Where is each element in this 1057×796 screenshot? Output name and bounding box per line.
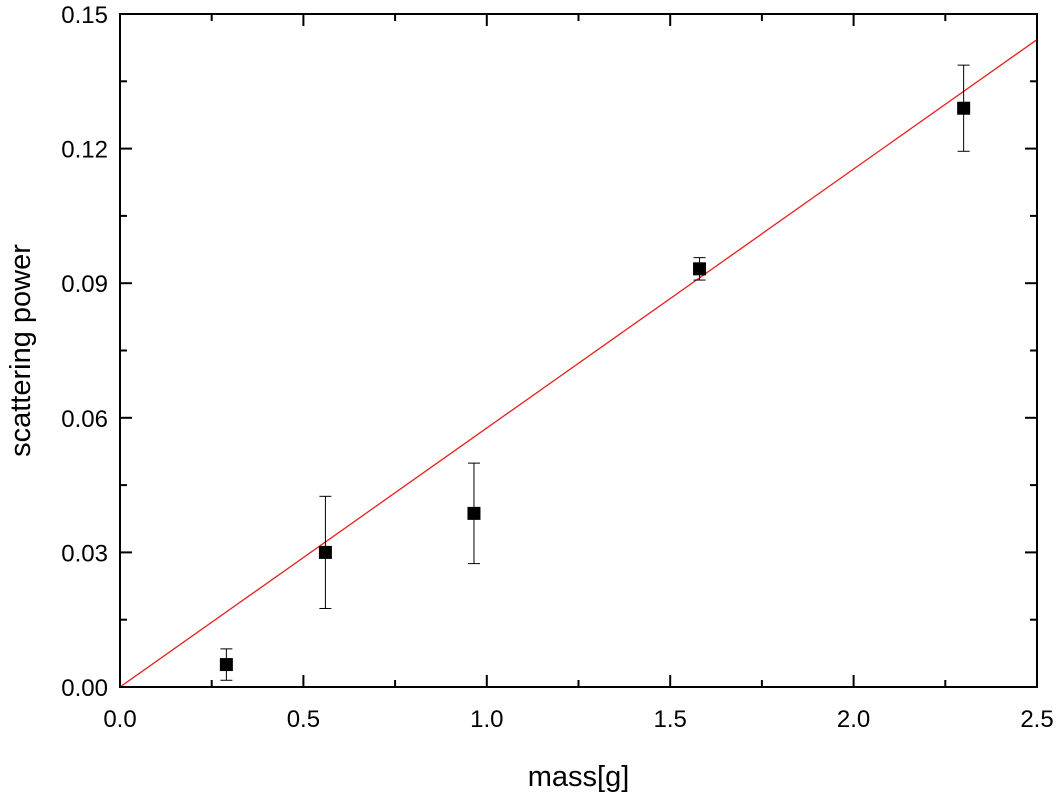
y-tick-label: 0.15 xyxy=(61,2,108,29)
y-tick-label: 0.03 xyxy=(61,540,108,567)
x-tick-label: 1.5 xyxy=(654,706,687,733)
fit-line xyxy=(119,39,1038,688)
data-layer xyxy=(219,64,971,681)
data-point xyxy=(219,658,233,672)
x-tick-label: 0.0 xyxy=(103,706,136,733)
x-tick-label: 1.0 xyxy=(470,706,503,733)
tick-layer: 0.0 0.5 1.0 1.5 2.0 2.5 0.00 0.03 0.06 0.09 0.12 0.… xyxy=(61,2,1053,733)
y-tick-label: 0.12 xyxy=(61,137,108,164)
y-axis-title: scattering power xyxy=(5,244,37,457)
data-point xyxy=(318,545,332,559)
x-axis-title: mass[g] xyxy=(528,761,630,793)
x-tick-label: 2.5 xyxy=(1020,706,1053,733)
y-tick-label: 0.06 xyxy=(61,406,108,433)
data-point xyxy=(467,506,481,520)
x-tick-label: 0.5 xyxy=(287,706,320,733)
fit-line-layer xyxy=(119,39,1038,688)
data-point xyxy=(957,101,971,115)
y-tick-label: 0.00 xyxy=(61,675,108,702)
data-point xyxy=(693,262,707,276)
x-tick-label: 2.0 xyxy=(837,706,870,733)
y-tick-label: 0.09 xyxy=(61,271,108,298)
